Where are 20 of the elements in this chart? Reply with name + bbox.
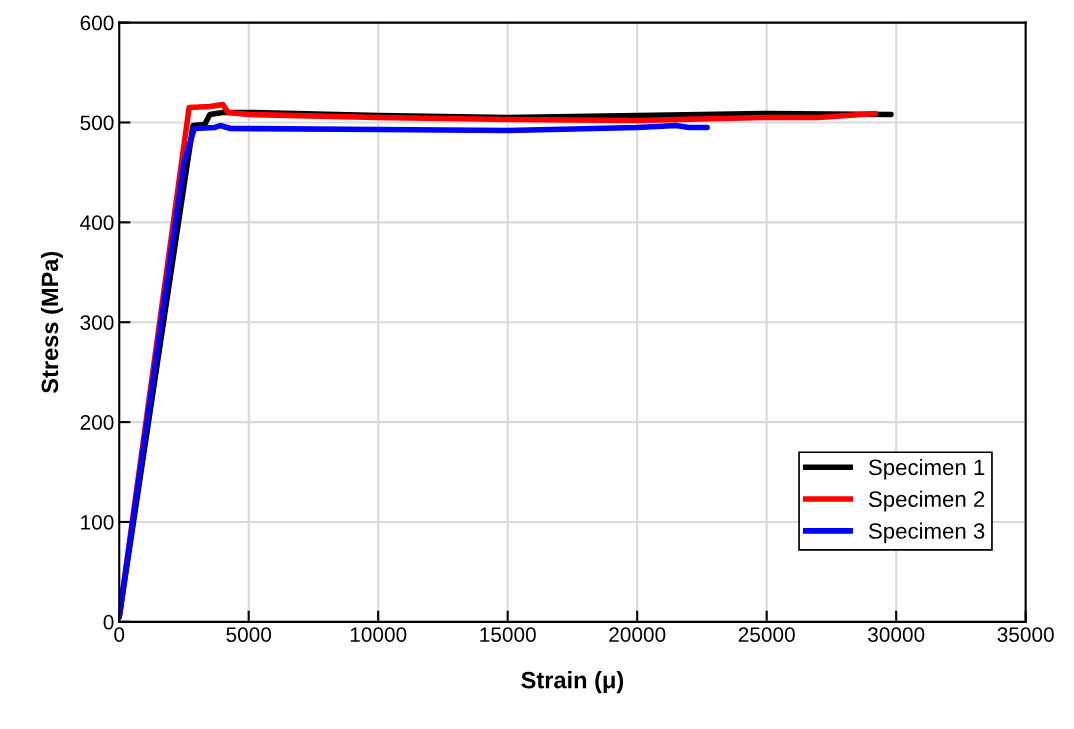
x-tick-label: 0 bbox=[114, 627, 125, 642]
y-tick-label: 300 bbox=[80, 315, 114, 330]
y-tick-label: 400 bbox=[80, 215, 114, 231]
x-tick-label: 10000 bbox=[350, 627, 407, 642]
y-tick-label: 500 bbox=[80, 115, 114, 131]
x-tick-label: 15000 bbox=[480, 627, 536, 642]
legend-label: Specimen 2 bbox=[868, 490, 985, 512]
x-axis-title: Strain (μ) bbox=[521, 671, 624, 694]
y-tick-label: 200 bbox=[80, 415, 114, 430]
x-tick-label: 5000 bbox=[226, 627, 272, 642]
x-tick-label: 20000 bbox=[609, 627, 666, 642]
y-tick-label: 100 bbox=[81, 514, 114, 530]
x-tick-label: 35000 bbox=[997, 627, 1054, 642]
legend-label: Specimen 1 bbox=[868, 458, 985, 480]
x-tick-label: 25000 bbox=[738, 627, 795, 642]
x-tick-label: 30000 bbox=[868, 627, 925, 642]
y-axis-title: Stress (MPa) bbox=[40, 251, 63, 394]
legend-label: Specimen 3 bbox=[868, 522, 985, 544]
y-tick-label: 0 bbox=[103, 614, 114, 630]
y-tick-label: 600 bbox=[80, 15, 114, 31]
